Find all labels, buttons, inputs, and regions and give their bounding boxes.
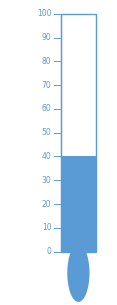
Circle shape xyxy=(67,244,90,302)
Text: 50: 50 xyxy=(42,128,51,137)
Text: 40: 40 xyxy=(42,152,51,161)
Text: 20: 20 xyxy=(42,199,51,209)
Bar xyxy=(61,14,96,252)
Text: 30: 30 xyxy=(42,176,51,185)
Text: 90: 90 xyxy=(42,33,51,42)
Text: 0: 0 xyxy=(47,247,51,256)
Text: 60: 60 xyxy=(42,104,51,113)
Text: 100: 100 xyxy=(37,9,51,18)
Bar xyxy=(61,156,96,252)
Text: 70: 70 xyxy=(42,81,51,90)
Text: 10: 10 xyxy=(42,223,51,232)
Bar xyxy=(61,14,96,252)
Text: 80: 80 xyxy=(42,57,51,66)
